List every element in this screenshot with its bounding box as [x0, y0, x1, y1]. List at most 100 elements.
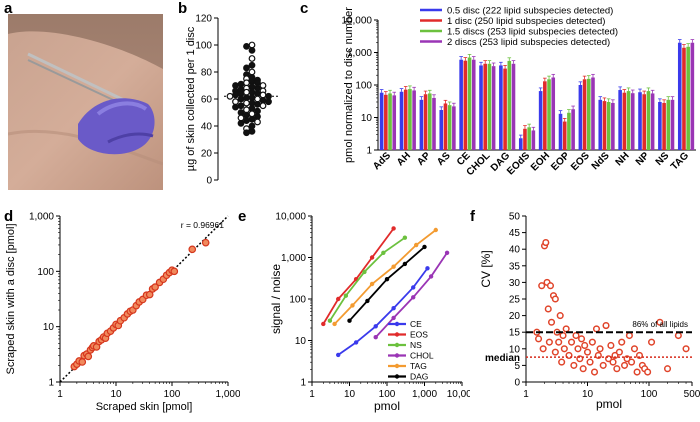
bar: [586, 78, 591, 150]
data-point: [444, 250, 450, 255]
x-tick-label: 100: [164, 389, 181, 400]
bar: [682, 47, 686, 150]
bar: [463, 60, 468, 151]
data-point: [560, 345, 568, 353]
data-point: [170, 267, 179, 276]
data-point: [243, 79, 250, 87]
legend-label: CE: [410, 319, 422, 329]
y-tick-label: 20: [201, 149, 213, 160]
bar: [690, 42, 695, 151]
y-tick-label: 100: [37, 267, 54, 278]
data-point: [599, 361, 607, 369]
data-point: [248, 127, 256, 135]
data-point: [613, 365, 621, 373]
x-tick-label: AH: [395, 150, 413, 168]
y-tick-label: 50: [509, 212, 521, 223]
y-tick-label: 35: [509, 261, 521, 272]
data-point: [402, 235, 408, 240]
legend-label: EOS: [410, 330, 428, 340]
data-point: [243, 129, 250, 137]
data-point: [201, 238, 210, 247]
x-tick-label: 100: [641, 389, 658, 400]
data-point: [391, 306, 396, 311]
data-point: [248, 99, 256, 107]
data-point: [265, 92, 272, 100]
data-point: [248, 47, 256, 54]
bar: [447, 105, 452, 150]
r-annotation: r = 0.96961: [181, 220, 225, 230]
data-point: [237, 109, 245, 116]
y-tick-label: 1: [300, 378, 306, 389]
x-tick-label: 1,000: [412, 389, 437, 400]
panel-label-e: e: [238, 208, 247, 225]
data-point: [336, 296, 341, 302]
bar: [551, 77, 556, 150]
legend-marker: [394, 363, 400, 369]
data-point: [674, 331, 682, 340]
y-tick-label: 1,000: [281, 253, 306, 264]
x-tick-label: 500: [684, 389, 700, 400]
data-point: [237, 102, 245, 110]
data-point: [682, 345, 690, 353]
data-point: [243, 99, 250, 107]
data-point: [78, 358, 87, 366]
data-point: [254, 113, 261, 120]
x-tick-label: AS: [435, 150, 453, 168]
y-tick-label: 1,000: [347, 48, 372, 59]
data-point: [428, 274, 434, 279]
x-tick-label: NH: [614, 150, 632, 168]
y-tick-label: 10: [295, 336, 307, 347]
y-tick-label: 45: [509, 228, 521, 239]
y-tick-label: 0: [206, 176, 212, 187]
data-point: [336, 352, 341, 358]
legend-marker: [394, 321, 400, 327]
data-point: [243, 111, 250, 119]
threshold-label: 86% of all lipids: [632, 320, 688, 329]
legend-marker: [394, 342, 400, 348]
data-point: [232, 91, 239, 99]
legend-label: NS: [410, 340, 422, 350]
data-point: [411, 295, 416, 300]
data-point: [663, 365, 672, 373]
bar: [399, 91, 404, 150]
bar: [427, 93, 432, 150]
bar: [491, 66, 496, 150]
series-line: [348, 246, 426, 322]
bar: [670, 99, 675, 150]
data-point: [391, 315, 396, 321]
bar: [471, 59, 476, 150]
bar: [479, 65, 483, 150]
data-point: [609, 358, 617, 366]
panel-label-b: b: [178, 0, 188, 17]
data-point: [248, 122, 256, 130]
data-point: [259, 82, 267, 89]
x-tick-label: EOS: [569, 150, 592, 173]
bar: [571, 109, 575, 150]
y-axis-label: signal / noise: [269, 264, 283, 334]
bar: [646, 91, 651, 150]
data-point: [572, 331, 580, 340]
y-tick-label: 15: [509, 328, 521, 339]
bar: [511, 63, 516, 150]
y-tick-label: 30: [509, 278, 521, 289]
bar: [388, 93, 392, 150]
bar: [423, 94, 428, 150]
data-point: [607, 341, 615, 350]
data-point: [581, 341, 589, 350]
data-point: [248, 41, 256, 49]
bar: [443, 103, 448, 150]
data-point: [625, 331, 633, 340]
data-point: [243, 42, 250, 50]
bar: [642, 94, 647, 150]
data-point: [259, 91, 267, 99]
data-point: [248, 78, 256, 85]
data-point: [586, 358, 594, 366]
x-tick-label: 10: [344, 389, 356, 400]
data-point: [615, 348, 623, 356]
data-point: [321, 321, 326, 327]
y-tick-label: 10,000: [275, 212, 306, 223]
data-point: [574, 345, 582, 353]
bar: [547, 79, 551, 150]
